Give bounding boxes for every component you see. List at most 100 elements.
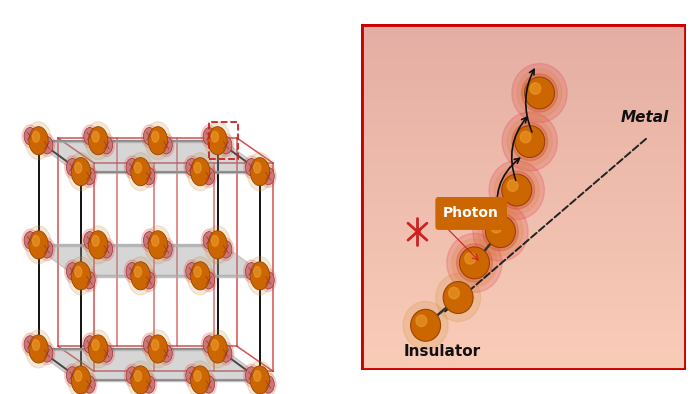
Circle shape [141,373,157,394]
Bar [360,52,686,58]
Circle shape [194,371,201,381]
Circle shape [520,131,531,143]
Bar [360,30,686,35]
Circle shape [204,226,230,264]
Bar [360,156,686,162]
Circle shape [74,266,82,277]
Circle shape [126,367,138,384]
Circle shape [99,238,114,261]
Circle shape [41,136,53,154]
Bar [360,122,686,128]
Bar [360,318,686,324]
Circle shape [204,122,230,160]
Circle shape [203,128,215,145]
Circle shape [84,232,96,249]
Bar [360,110,686,116]
Circle shape [32,340,39,350]
Circle shape [39,134,55,156]
Circle shape [494,166,539,214]
Circle shape [435,273,481,322]
Circle shape [465,253,475,264]
Bar [360,93,686,99]
Circle shape [131,366,150,394]
Circle shape [74,162,82,173]
Bar [360,203,686,208]
Bar [360,99,686,104]
Bar [360,197,686,203]
Circle shape [89,126,108,155]
Circle shape [514,126,545,158]
Circle shape [148,126,167,155]
Circle shape [151,236,159,246]
Circle shape [201,165,216,188]
Circle shape [126,262,138,280]
Circle shape [148,231,167,259]
Circle shape [190,366,210,394]
Circle shape [211,236,218,246]
Circle shape [524,77,554,109]
Circle shape [82,229,97,252]
FancyArrowPatch shape [512,117,527,180]
Circle shape [186,158,197,176]
Bar [360,364,686,370]
Circle shape [141,333,157,356]
Bar [360,151,686,156]
Circle shape [416,315,427,327]
Circle shape [145,226,171,264]
Bar [360,116,686,122]
Circle shape [160,345,172,362]
Bar [360,214,686,220]
Circle shape [499,171,535,209]
Circle shape [71,158,90,186]
Circle shape [134,266,141,277]
Circle shape [24,336,36,353]
Bar [360,336,686,342]
Circle shape [203,167,215,185]
Bar [360,260,686,266]
Circle shape [218,134,234,156]
Circle shape [99,134,114,156]
Bar [360,168,686,174]
Bar [360,255,686,260]
Circle shape [218,238,234,261]
Circle shape [190,158,210,186]
Circle shape [85,330,111,368]
Circle shape [262,376,274,393]
Circle shape [101,345,113,362]
Bar [360,76,686,82]
Circle shape [82,373,97,394]
Circle shape [82,165,97,188]
Circle shape [92,132,99,142]
Circle shape [131,262,150,290]
Circle shape [211,340,218,350]
Circle shape [187,257,214,295]
Circle shape [220,136,232,154]
Polygon shape [33,349,266,380]
Circle shape [502,112,557,171]
Circle shape [68,361,94,394]
Circle shape [82,269,97,292]
Circle shape [244,364,259,387]
Circle shape [125,260,140,282]
Circle shape [247,153,273,191]
Circle shape [143,376,155,393]
Bar [360,347,686,353]
Circle shape [151,132,159,142]
Circle shape [125,156,140,178]
Circle shape [29,335,48,363]
Circle shape [82,125,97,148]
Circle shape [145,330,171,368]
Circle shape [85,122,111,160]
Circle shape [64,156,80,178]
Bar [360,104,686,110]
Circle shape [159,342,174,365]
Circle shape [247,257,273,295]
Circle shape [244,156,259,178]
Bar [360,58,686,64]
Circle shape [208,126,228,155]
Circle shape [144,336,155,353]
Circle shape [218,342,234,365]
Circle shape [66,262,78,280]
Circle shape [141,165,157,188]
Circle shape [186,367,197,384]
